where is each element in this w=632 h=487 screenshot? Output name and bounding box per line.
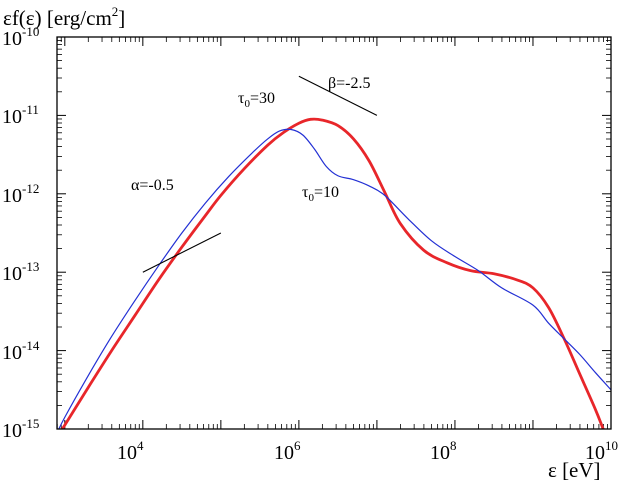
y-tick-label: 10-14 bbox=[2, 338, 40, 364]
y-tick-labels: 10-10 10-11 10-12 10-13 10-14 10-15 bbox=[2, 24, 40, 442]
series-layer bbox=[58, 117, 611, 429]
x-tick-label: 106 bbox=[274, 438, 301, 464]
y-tick-label: 10-12 bbox=[2, 181, 39, 207]
annotation-beta: β=-2.5 bbox=[328, 75, 371, 92]
y-axis-label-tail: ] bbox=[118, 6, 125, 30]
series-label-tau30: τ0=30 bbox=[238, 90, 275, 110]
x-axis-label: ε [eV] bbox=[548, 458, 601, 482]
y-tick-label: 10-11 bbox=[2, 102, 39, 128]
series-line-tau30 bbox=[60, 117, 605, 429]
major-ticks bbox=[57, 36, 612, 430]
series-line-tau10 bbox=[58, 128, 611, 429]
y-axis-label: εf(ε) [erg/cm2] bbox=[3, 4, 125, 30]
slope-line-alpha bbox=[142, 232, 222, 273]
y-tick-label: 10-15 bbox=[2, 416, 39, 442]
x-tick-labels: 104 106 108 1010 bbox=[117, 438, 618, 464]
slope-line-beta bbox=[298, 75, 378, 116]
plot-frame bbox=[56, 36, 612, 430]
y-axis-label-sup: 2 bbox=[112, 4, 119, 19]
y-tick-label: 10-13 bbox=[2, 259, 39, 285]
annotation-alpha: α=-0.5 bbox=[131, 177, 174, 194]
y-axis-label-main: εf(ε) [erg/cm bbox=[3, 6, 112, 30]
minor-ticks bbox=[56, 37, 611, 429]
x-tick-label: 104 bbox=[117, 438, 144, 464]
x-tick-label: 108 bbox=[430, 438, 457, 464]
y-tick-label: 10-10 bbox=[2, 24, 39, 50]
x-tick-label: 1010 bbox=[585, 438, 618, 464]
annotation-layer bbox=[142, 75, 378, 273]
series-label-tau10: τ0=10 bbox=[302, 184, 339, 204]
